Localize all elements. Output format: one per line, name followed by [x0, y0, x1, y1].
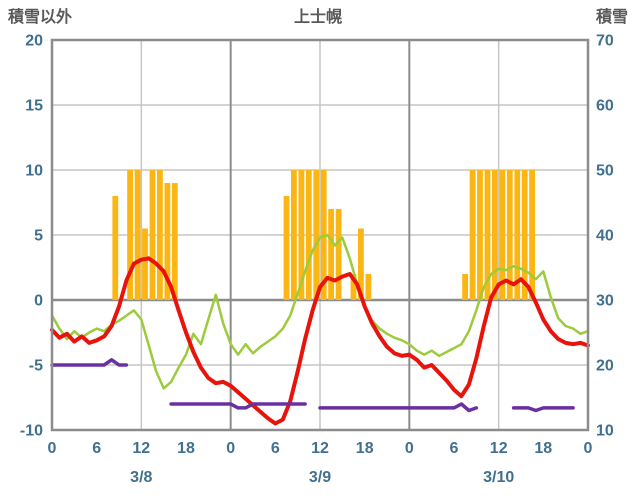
svg-text:18: 18: [177, 440, 195, 457]
svg-text:0: 0: [405, 440, 414, 457]
svg-text:20: 20: [596, 358, 614, 375]
svg-text:10: 10: [25, 163, 43, 180]
left-axis-title: 積雪以外: [8, 9, 73, 26]
svg-text:6: 6: [450, 440, 459, 457]
svg-text:0: 0: [226, 440, 235, 457]
plot-frame: [50, 38, 590, 432]
svg-text:70: 70: [596, 33, 614, 50]
svg-text:50: 50: [596, 163, 614, 180]
svg-text:0: 0: [48, 440, 57, 457]
svg-text:0: 0: [584, 440, 593, 457]
svg-text:12: 12: [132, 440, 150, 457]
svg-text:20: 20: [25, 33, 43, 50]
svg-text:5: 5: [34, 228, 43, 245]
svg-text:-5: -5: [29, 358, 43, 375]
red-line: [50, 256, 590, 426]
right-axis-title: 積雪: [595, 9, 628, 26]
chart-title: 上士幌: [293, 9, 342, 26]
svg-text:12: 12: [490, 440, 508, 457]
svg-text:3/8: 3/8: [130, 469, 152, 486]
green-line: [50, 233, 590, 390]
svg-text:12: 12: [311, 440, 329, 457]
svg-text:3/9: 3/9: [309, 469, 331, 486]
svg-text:40: 40: [596, 228, 614, 245]
svg-text:30: 30: [596, 293, 614, 310]
svg-text:15: 15: [25, 98, 43, 115]
svg-text:60: 60: [596, 98, 614, 115]
svg-text:-10: -10: [20, 423, 43, 440]
svg-text:0: 0: [34, 293, 43, 310]
svg-text:18: 18: [534, 440, 552, 457]
svg-text:3/10: 3/10: [483, 469, 514, 486]
svg-text:10: 10: [596, 423, 614, 440]
svg-text:6: 6: [92, 440, 101, 457]
svg-text:18: 18: [356, 440, 374, 457]
sunshine-bars: [112, 170, 535, 300]
snow-depth-line: [50, 358, 575, 413]
gridlines: [52, 40, 588, 430]
svg-text:6: 6: [271, 440, 280, 457]
